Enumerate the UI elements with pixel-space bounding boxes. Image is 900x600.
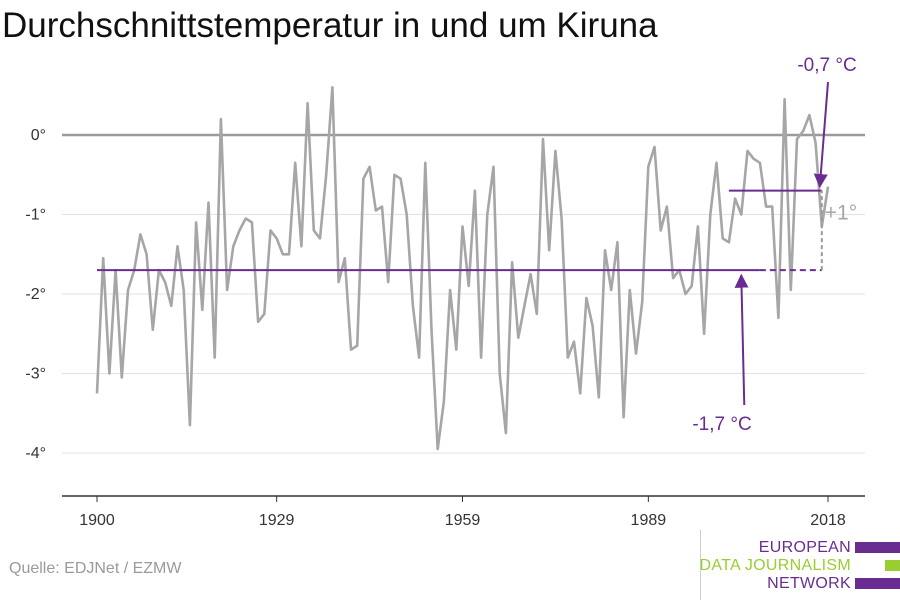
x-tick-label: 1900 (79, 512, 115, 529)
x-tick-label: 2018 (810, 512, 846, 529)
difference-label: +1° (825, 202, 857, 225)
source-note: Quelle: EDJNet / EZMW (9, 560, 182, 577)
x-tick-label: 1989 (631, 512, 667, 529)
x-tick-label: 1929 (259, 512, 295, 529)
chart-title: Durchschnittstemperatur in und um Kiruna (2, 6, 658, 45)
logo-line-2: DATA JOURNALISM (699, 557, 851, 574)
recent-average-annotation: -0,7 °C (797, 55, 856, 76)
temperature-series-line (95, 86, 830, 451)
logo-divider (700, 530, 701, 600)
y-tick-label: -4° (25, 445, 46, 462)
baseline-average-annotation: -1,7 °C (692, 414, 751, 435)
logo-line-1: EUROPEAN (758, 539, 851, 556)
x-tick-label: 1959 (445, 512, 481, 529)
y-tick-label: -3° (25, 366, 46, 383)
logo-bar-3 (855, 578, 900, 589)
y-tick-label: 0° (31, 127, 46, 144)
logo-bar-1 (855, 542, 900, 553)
logo-bar-2 (885, 560, 900, 571)
y-tick-label: -1° (25, 207, 46, 224)
recent-average-arrow (813, 81, 829, 189)
edjnet-logo[interactable]: EUROPEAN DATA JOURNALISM NETWORK (700, 530, 900, 600)
baseline-average-arrow (734, 273, 749, 406)
logo-line-3: NETWORK (767, 575, 851, 592)
y-tick-label: -2° (25, 286, 46, 303)
